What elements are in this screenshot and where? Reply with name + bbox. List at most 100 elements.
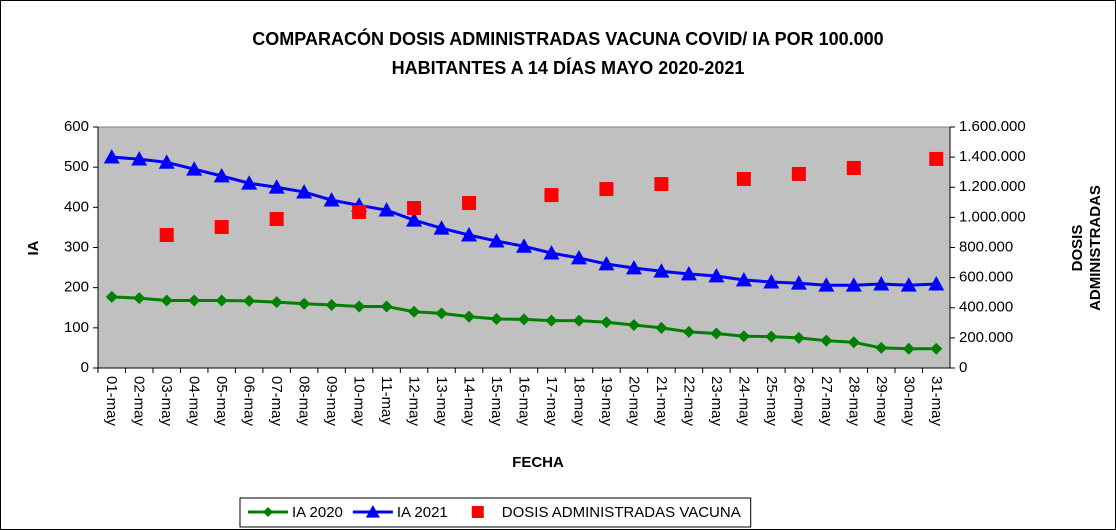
x-tick-label: 29-may [873,376,890,427]
y-tick-label: 0 [81,359,89,376]
chart-title: COMPARACÓN DOSIS ADMINISTRADAS VACUNA CO… [252,28,883,49]
x-tick-label: 06-may [241,376,258,427]
y2-tick-label: 1.400.000 [959,148,1026,165]
point [186,161,203,176]
point [408,305,421,318]
point [653,263,670,278]
point [133,292,146,305]
x-tick-label: 09-may [323,376,340,427]
x-tick-label: 20-may [625,376,642,427]
point [380,300,393,313]
y2-tick-label: 800.000 [959,238,1013,255]
point [627,319,640,332]
x-tick-label: 03-may [158,376,175,427]
x-tick-label: 11-may [378,376,395,425]
point [625,259,642,275]
y2-tick-label: 1.600.000 [959,118,1026,135]
point [407,201,422,216]
point [213,168,230,183]
point [598,255,615,271]
point [488,233,505,248]
point [325,298,338,311]
point [792,331,805,344]
point [406,212,423,227]
point [433,220,450,235]
point [737,330,750,343]
y2-tick-label: 0 [959,359,967,376]
x-tick-label: 24-may [735,376,752,427]
point [735,272,752,287]
point [818,277,835,292]
point [243,294,256,307]
point [159,227,174,242]
point [847,336,860,349]
point [680,266,697,281]
point [298,297,311,310]
point [378,202,395,217]
point [462,196,477,211]
point [736,171,751,186]
point [353,300,366,313]
y2-tick-label: 200.000 [959,329,1013,346]
y2-axis-label: DOSIS [1069,225,1086,272]
x-tick-label: 22-may [680,376,697,427]
y-tick-label: 200 [64,279,89,296]
point [873,276,890,291]
point [352,204,367,219]
point [241,175,258,190]
point [599,182,614,197]
x-tick-label: 27-may [818,376,835,427]
point [544,188,559,203]
x-tick-label: 16-may [516,376,533,427]
y2-tick-label: 600.000 [959,269,1013,286]
legend [239,497,752,528]
point [928,276,945,291]
point [790,275,807,290]
y-tick-label: 400 [64,198,89,215]
point [930,342,943,355]
point [323,192,340,207]
legend-label: DOSIS ADMINISTRADAS VACUNA [502,504,741,521]
point [846,160,861,175]
chart-title: HABITANTES A 14 DÍAS MAYO 2020-2021 [392,57,745,78]
point [654,177,669,192]
point [791,166,806,181]
y-tick-label: 300 [64,238,89,255]
point [900,277,917,292]
point [131,151,148,166]
point [160,294,173,307]
point [655,321,668,334]
y2-tick-label: 1.200.000 [959,178,1026,195]
x-tick-label: 25-may [763,376,780,427]
point [103,149,120,164]
x-tick-label: 14-may [461,376,478,427]
point [845,277,862,292]
x-tick-label: 05-may [213,376,230,427]
point [490,312,503,325]
point [269,212,284,227]
point [463,310,476,323]
x-tick-label: 02-may [131,376,148,427]
y2-axis-label: ADMINISTRADAS [1087,185,1104,311]
point [365,505,380,518]
point [543,245,560,260]
y-tick-label: 100 [64,319,89,336]
point [600,316,613,329]
point [105,290,118,303]
x-tick-label: 21-may [653,376,670,427]
point [572,314,585,327]
point [296,184,313,199]
x-tick-label: 15-may [488,376,505,427]
point [471,506,484,518]
point [215,294,228,307]
point [214,220,229,235]
x-tick-label: 13-may [433,376,450,427]
x-tick-label: 08-may [296,376,313,427]
y2-tick-label: 400.000 [959,299,1013,316]
point [461,227,478,242]
x-tick-label: 12-may [406,376,423,427]
point [682,325,695,338]
point [902,342,915,355]
point [929,151,944,166]
point [435,307,448,320]
